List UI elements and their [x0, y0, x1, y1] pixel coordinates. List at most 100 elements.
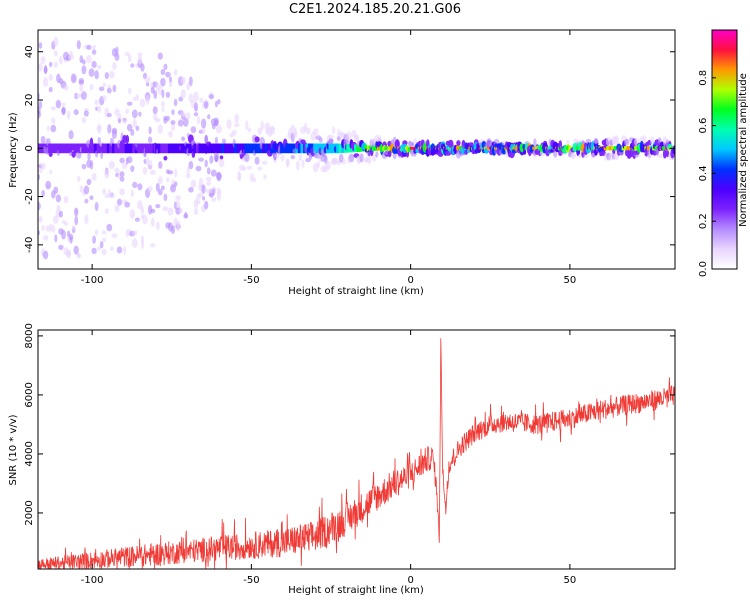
spectrogram-cell — [96, 124, 102, 134]
spectrogram-cell — [375, 151, 379, 158]
spectrogram-cell — [94, 229, 99, 236]
spectrogram-cell — [40, 135, 46, 145]
spectrogram-cell — [66, 110, 71, 120]
spectrogram-cell — [216, 191, 222, 202]
spectrogram-cell — [68, 130, 74, 140]
spectrogram-core-cell — [142, 143, 146, 154]
spectrogram-cell — [198, 157, 205, 162]
spectrogram-cell — [280, 154, 285, 162]
spectrogram-cell — [208, 94, 215, 99]
spectrogram-cell — [165, 91, 171, 98]
spectrogram-cell — [219, 155, 224, 160]
colorbar-ticks: 0.0 0.2 0.4 0.6 0.8 — [698, 70, 716, 277]
spectrogram-panel: -100 -50 0 50 -40 -20 0 20 40 Height of straigh… — [8, 29, 676, 297]
spectrogram-core-cell — [173, 143, 177, 154]
spectrogram-cell — [161, 89, 165, 98]
spectrogram-cell — [48, 74, 53, 81]
x-tick-label: -100 — [81, 275, 104, 286]
spectrogram-cell — [326, 160, 331, 170]
spectrogram-cell — [101, 230, 107, 235]
spectrogram-cell — [201, 184, 206, 194]
spectrogram-core-cell — [160, 143, 164, 154]
spectrogram-cell — [204, 159, 208, 168]
spectrogram-cell — [301, 159, 305, 169]
spectrogram-cell — [126, 101, 133, 106]
spectrogram-core-cell — [150, 143, 154, 154]
spectrogram-frame — [37, 29, 676, 270]
spectrogram-cell — [73, 245, 79, 255]
spectrogram-cell — [124, 201, 131, 208]
x-tick-label: -50 — [243, 575, 259, 586]
spectrogram-cell — [107, 124, 112, 134]
spectrogram-cell — [61, 229, 66, 240]
spectrogram-cell — [81, 163, 87, 170]
spectrogram-xlabel: Height of straight line (km) — [288, 286, 424, 297]
spectrogram-core-cell — [155, 143, 159, 154]
spectrogram-cell — [242, 166, 247, 171]
spectrogram-cell — [408, 140, 412, 147]
spectrogram-cell — [86, 178, 92, 186]
spectrogram-marks — [38, 36, 675, 260]
spectrogram-cell — [650, 136, 655, 145]
spectrogram-cell — [74, 215, 79, 226]
y-tick-label: 8000 — [24, 323, 35, 348]
y-tick-label: 0 — [24, 145, 35, 151]
spectrogram-core-cell — [252, 143, 256, 154]
spectrogram-core-cell — [81, 143, 85, 154]
spectrogram-cell — [89, 160, 94, 170]
spectrogram-cell — [132, 181, 138, 188]
spectrogram-cell — [183, 213, 189, 219]
spectrogram-cell — [183, 117, 189, 127]
spectrogram-cell — [155, 221, 160, 231]
spectrogram-cell — [207, 114, 211, 120]
spectrogram-cell — [96, 64, 102, 70]
spectrogram-cell — [91, 60, 97, 69]
spectrogram-cell — [115, 46, 119, 56]
spectrogram-core-cell — [264, 143, 268, 154]
spectrogram-core-cell — [109, 143, 113, 154]
spectrogram-cell — [63, 221, 69, 226]
spectrogram-cell — [127, 54, 132, 63]
spectrogram-cell — [50, 124, 57, 133]
spectrogram-core-cell — [239, 143, 243, 154]
spectrogram-cell — [137, 52, 143, 57]
y-tick-label: -40 — [24, 237, 35, 253]
spectrogram-core-cell — [354, 144, 358, 153]
spectrogram-cell — [209, 155, 214, 164]
spectrogram-cell — [104, 169, 110, 179]
spectrogram-cell — [111, 233, 118, 239]
spectrogram-core-cell — [359, 144, 363, 152]
spectrogram-cell — [88, 68, 95, 77]
spectrogram-cell — [293, 130, 298, 139]
spectrogram-cell — [119, 188, 125, 196]
spectrogram-core-cell — [221, 143, 225, 154]
spectrogram-cell — [38, 62, 43, 72]
spectrogram-cell — [188, 187, 194, 193]
spectrogram-core-cell — [341, 143, 345, 153]
spectrogram-core-cell — [229, 143, 233, 154]
spectrogram-cell — [109, 193, 115, 199]
spectrogram-cell — [75, 93, 82, 99]
spectrogram-cell — [91, 49, 97, 55]
spectrogram-cell — [111, 127, 118, 134]
spectrogram-cell — [117, 118, 122, 124]
spectrogram-cell — [334, 157, 338, 164]
spectrogram-core-cell — [48, 143, 52, 154]
spectrogram-cell — [290, 155, 295, 160]
spectrogram-cell — [170, 120, 176, 125]
spectrogram-cell — [217, 99, 221, 105]
spectrogram-cell — [41, 225, 45, 231]
spectrogram-core-cell — [412, 146, 416, 150]
spectrogram-cell — [139, 98, 146, 108]
spectrogram-cell — [218, 158, 225, 168]
spectrogram-cell — [45, 180, 52, 190]
spectrogram-cell — [132, 230, 138, 236]
spectrogram-cell — [106, 88, 112, 94]
spectrogram-cell — [215, 124, 222, 134]
snr-x-axis: -100 -50 0 50 — [81, 330, 576, 586]
spectrogram-cell — [123, 245, 127, 255]
spectrogram-cell — [119, 171, 125, 178]
x-tick-label: -100 — [81, 575, 104, 586]
spectrogram-core-cell — [94, 143, 98, 154]
